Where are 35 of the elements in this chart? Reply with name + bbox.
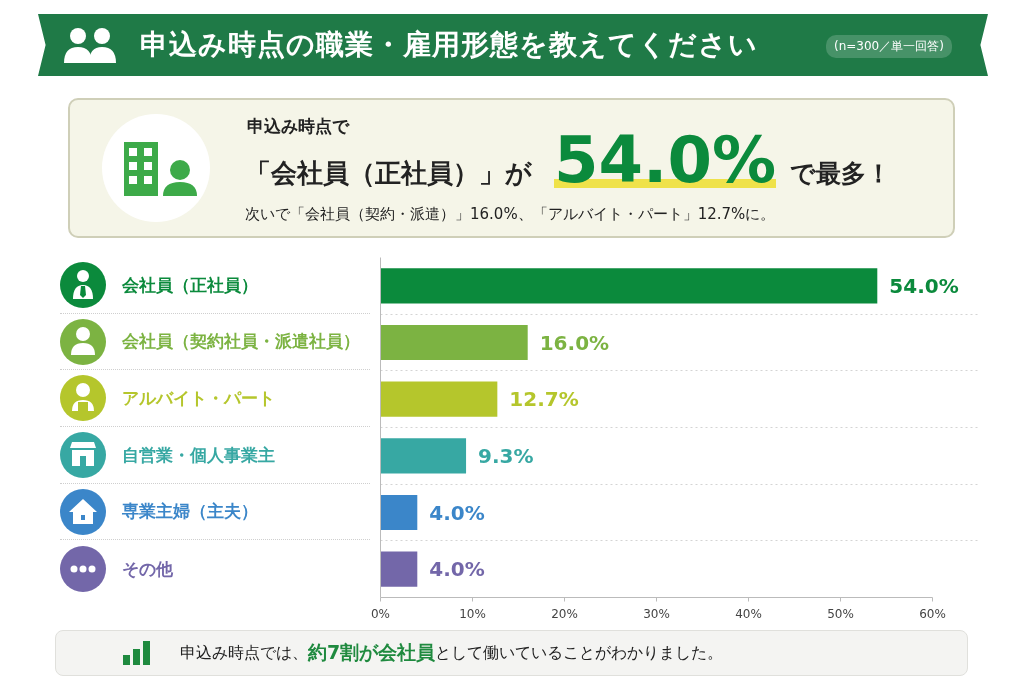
text: 申込み時点で (247, 116, 349, 136)
bar (380, 381, 498, 417)
bar (380, 324, 528, 361)
x-tick-label: 0% (370, 606, 391, 621)
bar (380, 551, 418, 587)
y-tick-label: 会社員（正社員） (122, 273, 258, 297)
data-label: 12.7% (509, 387, 579, 412)
text: 申込み時点では、 (180, 641, 308, 664)
chart-title: 申込み時点の職業・雇用形態を教えてください (140, 27, 758, 63)
text: 約7割が会社員 (308, 640, 436, 666)
bar (380, 268, 878, 304)
x-tick-label: 50% (827, 606, 854, 621)
data-label: 9.3% (478, 443, 534, 468)
y-tick-label: アルバイト・パート (122, 387, 275, 410)
text: 「会社員（正社員）」が (245, 158, 532, 188)
y-tick-label: 会社員（契約社員・派遣社員） (122, 330, 360, 354)
data-label: 54.0% (889, 273, 959, 298)
x-tick-label: 40% (735, 606, 762, 621)
bar (380, 494, 418, 531)
text: として働いていることがわかりました。 (435, 641, 724, 662)
x-tick-label: 60% (919, 606, 946, 621)
chart-subtitle: (n=300／単一回答) (826, 35, 952, 59)
x-tick-label: 10% (459, 606, 486, 621)
text: 54.0% (554, 123, 777, 197)
text: で最多！ (790, 159, 892, 188)
bar (380, 438, 467, 474)
y-tick-label: その他 (122, 557, 173, 581)
text: 次いで「会社員（契約・派遣）」16.0%、「アルバイト・パート」12.7%に。 (245, 205, 776, 223)
data-label: 4.0% (429, 557, 485, 582)
y-tick-label: 専業主婦（主夫） (122, 500, 258, 524)
x-tick-label: 30% (643, 606, 670, 621)
x-tick-label: 20% (551, 606, 578, 621)
data-label: 4.0% (429, 500, 485, 525)
y-tick-label: 自営業・個人事業主 (122, 443, 275, 467)
data-label: 16.0% (539, 330, 610, 355)
